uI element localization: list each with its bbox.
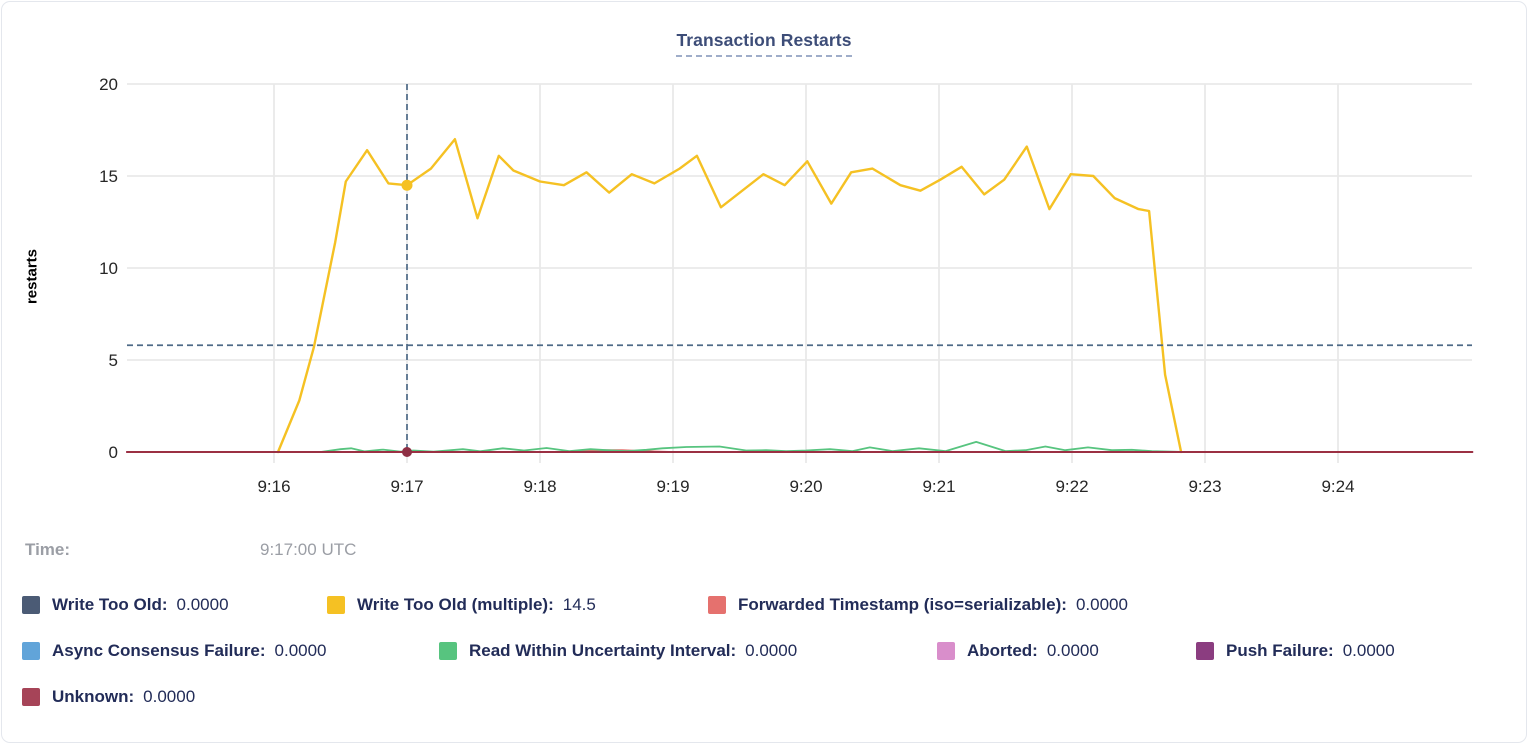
legend-row: Write Too Old: 0.0000 Write Too Old (multi… (22, 590, 1510, 620)
legend-item: Unknown: 0.0000 (22, 687, 195, 707)
legend-value: 14.5 (562, 595, 596, 614)
series-line-write-too-old-multiple- (276, 137, 1183, 454)
chart-canvas[interactable]: 0 5 10 15 20 9:16 9:17 9:18 9:19 9:20 9:21 9:22 9:23… (2, 2, 1528, 522)
legend-item: Aborted: 0.0000 (937, 641, 1196, 661)
legend-value: 0.0000 (1046, 641, 1099, 660)
x-tick-label: 9:18 (523, 477, 556, 496)
hover-point-write-too-old-multiple (401, 179, 413, 191)
legend-label: Push Failure: (1226, 641, 1334, 660)
legend-item: Async Consensus Failure: 0.0000 (22, 641, 439, 661)
legend-label: Write Too Old (multiple): (357, 595, 554, 614)
legend-label: Forwarded Timestamp (iso=serializable): (738, 595, 1067, 614)
legend-item: Push Failure: 0.0000 (1196, 641, 1395, 661)
legend-swatch-icon (22, 642, 40, 660)
legend-row: Async Consensus Failure: 0.0000 Read Withi… (22, 636, 1510, 666)
chart-legend: Write Too Old: 0.0000 Write Too Old (multi… (22, 590, 1510, 728)
y-tick-label: 20 (99, 75, 118, 94)
legend-label: Write Too Old: (52, 595, 168, 614)
legend-item: Write Too Old: 0.0000 (22, 595, 327, 615)
hover-time-value: 9:17:00 UTC (260, 540, 357, 559)
legend-swatch-icon (327, 596, 345, 614)
legend-value: 0.0000 (143, 687, 196, 706)
x-tick-label: 9:17 (390, 477, 423, 496)
legend-label: Aborted: (967, 641, 1038, 660)
legend-item: Write Too Old (multiple): 14.5 (327, 595, 708, 615)
y-tick-label: 0 (109, 443, 118, 462)
chart-title-wrap: Transaction Restarts (2, 30, 1526, 57)
legend-row: Unknown: 0.0000 (22, 682, 1510, 712)
series-line-read-within-uncertainty-interval (319, 440, 1186, 453)
legend-item: Forwarded Timestamp (iso=serializable): 0… (708, 595, 1128, 615)
legend-swatch-icon (937, 642, 955, 660)
y-tick-label: 15 (99, 167, 118, 186)
hover-time-label: Time: (25, 540, 71, 559)
x-tick-label: 9:24 (1321, 477, 1354, 496)
legend-label: Unknown: (52, 687, 135, 706)
legend-swatch-icon (439, 642, 457, 660)
x-tick-label: 9:20 (789, 477, 822, 496)
legend-swatch-icon (708, 596, 726, 614)
x-tick-label: 9:19 (656, 477, 689, 496)
y-tick-label: 10 (99, 259, 118, 278)
legend-value: 0.0000 (274, 641, 327, 660)
legend-value: 0.0000 (176, 595, 229, 614)
x-tick-label: 9:23 (1188, 477, 1221, 496)
legend-label: Read Within Uncertainty Interval: (469, 641, 737, 660)
legend-label: Async Consensus Failure: (52, 641, 266, 660)
legend-value: 0.0000 (1342, 641, 1395, 660)
x-tick-label: 9:22 (1055, 477, 1088, 496)
legend-swatch-icon (22, 596, 40, 614)
legend-swatch-icon (1196, 642, 1214, 660)
y-tick-label: 5 (109, 351, 118, 370)
hover-time-readout: Time: 9:17:00 UTC (25, 540, 356, 560)
chart-title[interactable]: Transaction Restarts (676, 30, 852, 57)
legend-item: Read Within Uncertainty Interval: 0.0000 (439, 641, 937, 661)
hover-point-zero-series (402, 447, 412, 457)
x-tick-label: 9:16 (257, 477, 290, 496)
x-tick-label: 9:21 (922, 477, 955, 496)
legend-swatch-icon (22, 688, 40, 706)
legend-value: 0.0000 (745, 641, 798, 660)
legend-value: 0.0000 (1075, 595, 1128, 614)
